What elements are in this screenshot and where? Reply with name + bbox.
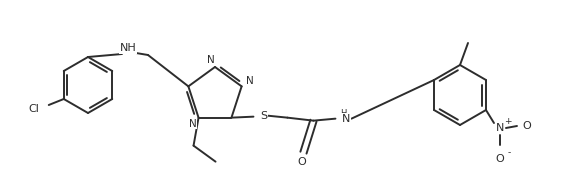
Text: N: N (496, 123, 504, 133)
Text: +: + (504, 116, 512, 126)
Text: O: O (523, 121, 531, 131)
Text: N: N (189, 119, 197, 129)
Text: Cl: Cl (28, 104, 39, 114)
Text: N: N (207, 55, 215, 65)
Text: S: S (260, 111, 267, 121)
Text: N: N (341, 114, 350, 124)
Text: O: O (297, 157, 306, 167)
Text: O: O (495, 154, 504, 164)
Text: -: - (507, 149, 511, 158)
Text: H: H (340, 109, 347, 118)
Text: N: N (246, 76, 254, 86)
Text: NH: NH (120, 43, 136, 53)
